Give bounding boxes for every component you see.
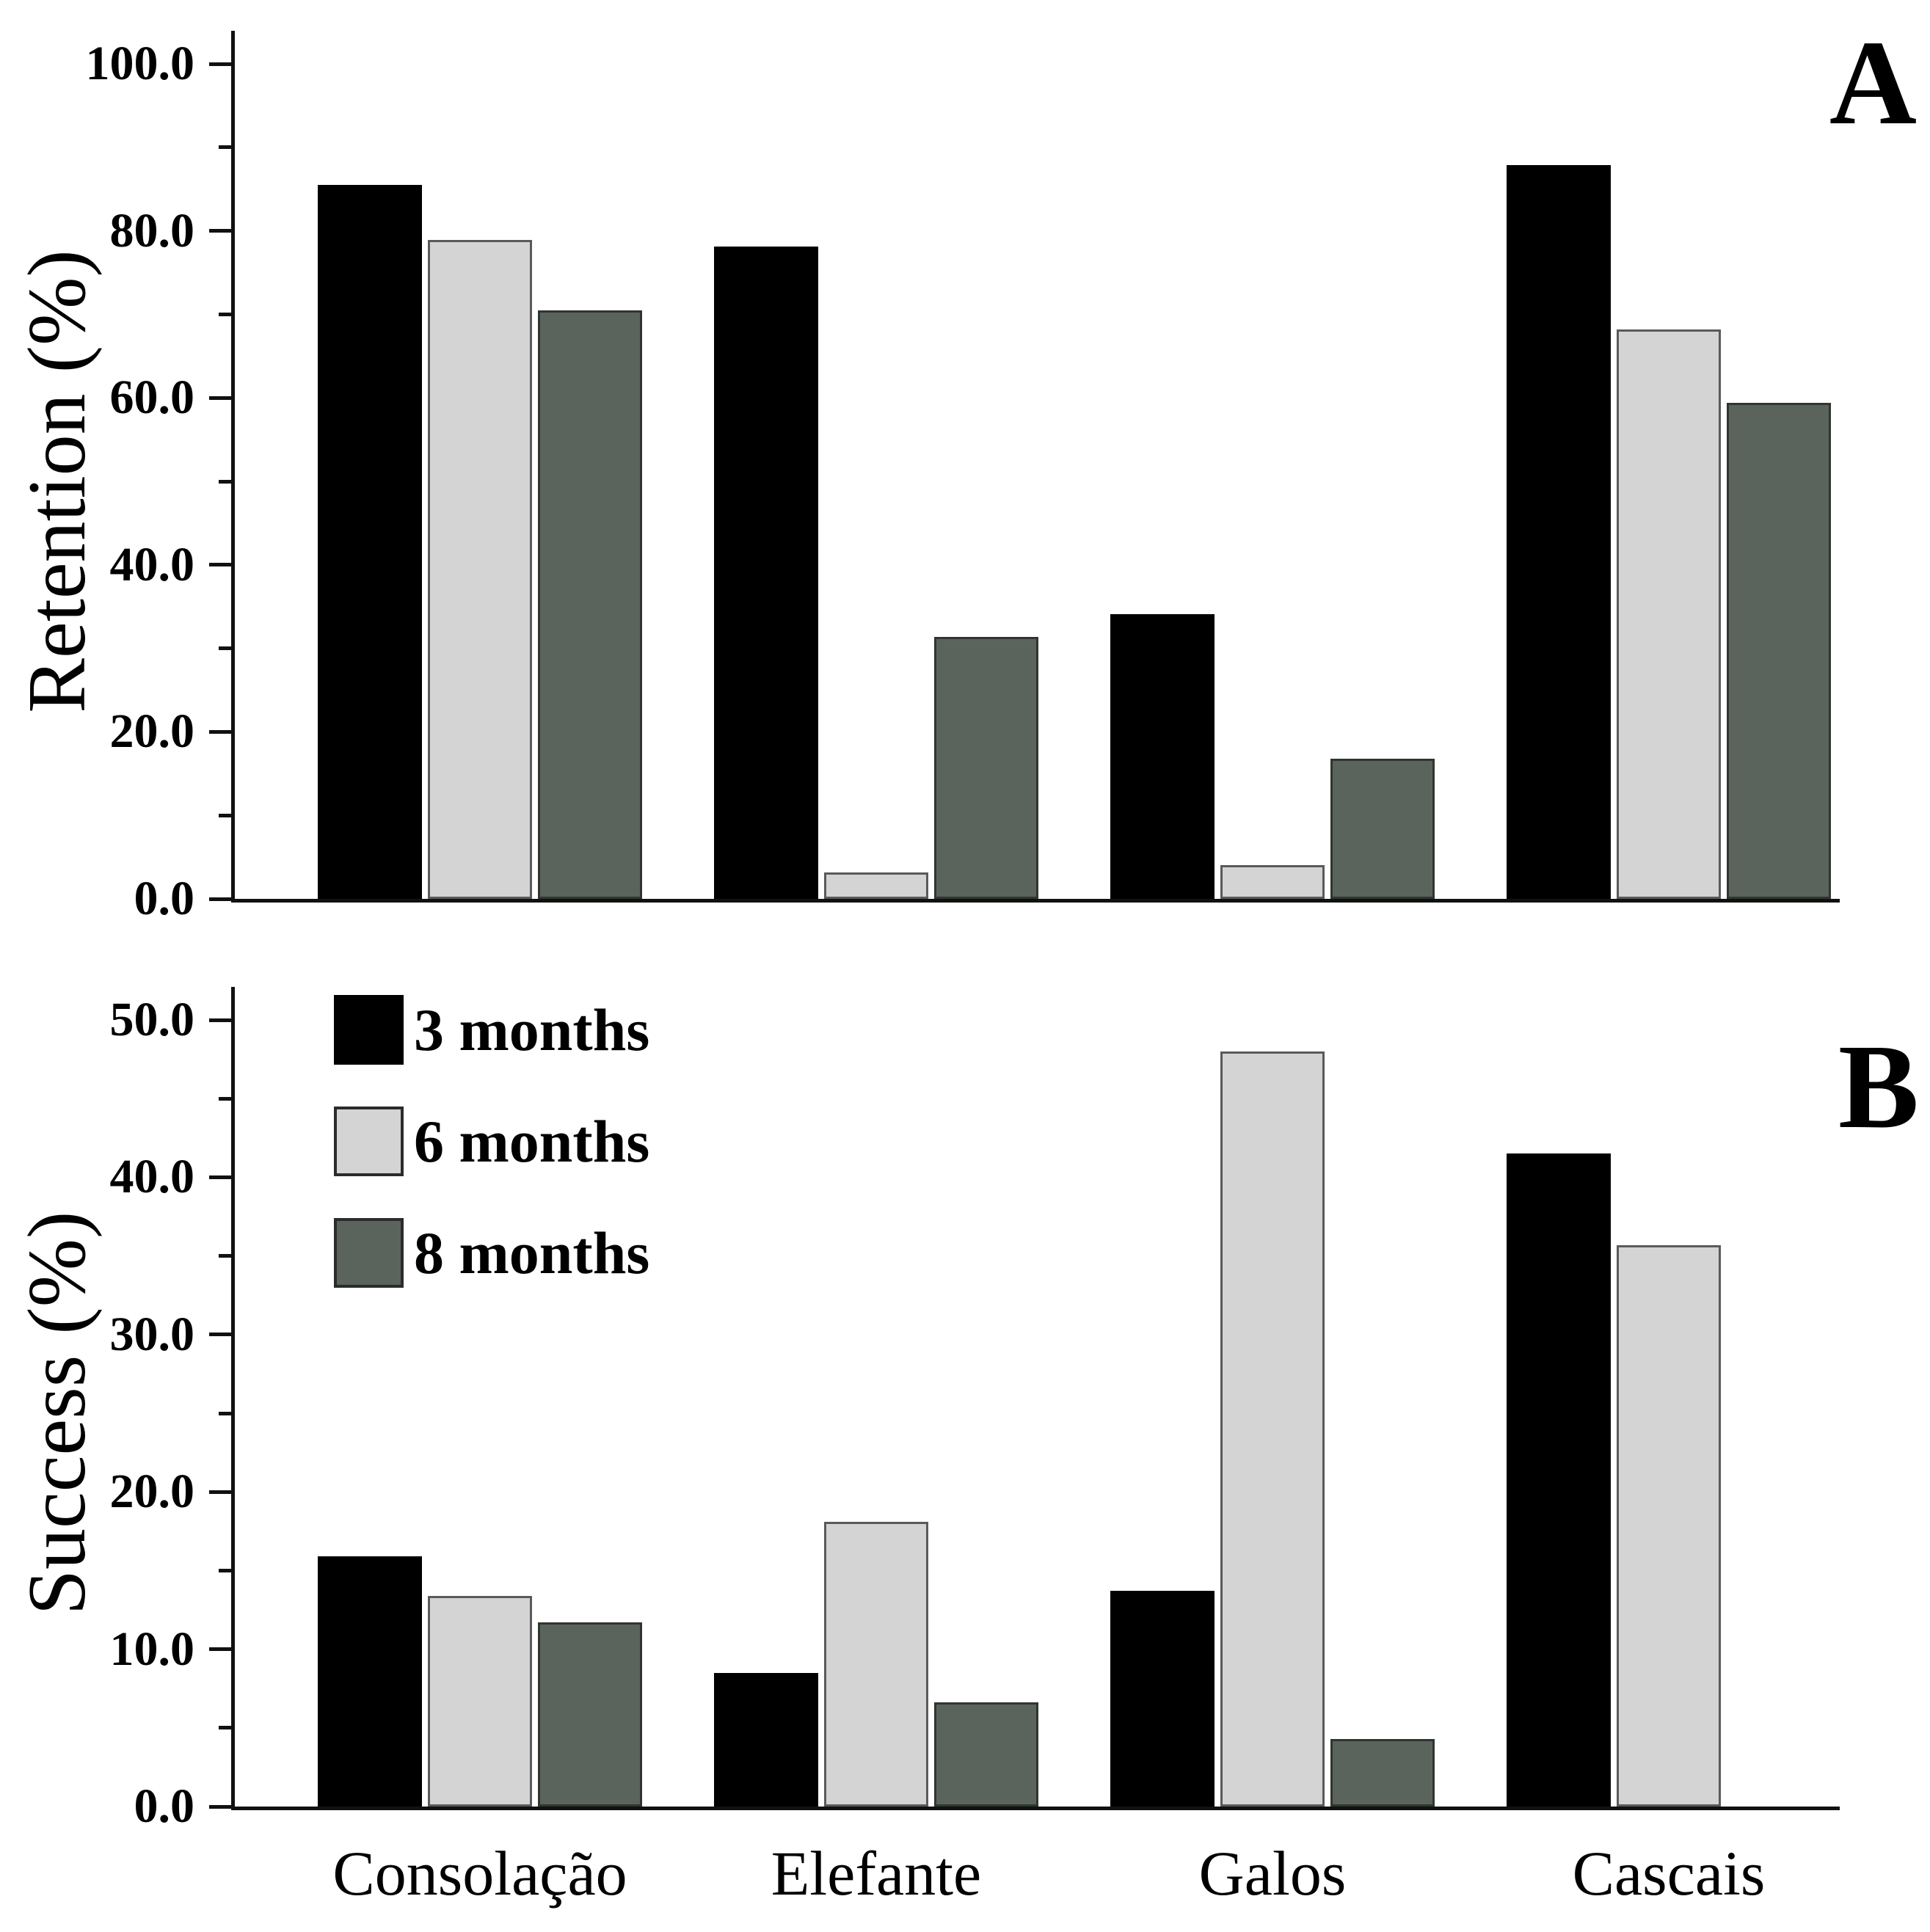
bar-8-months-1 (934, 1702, 1038, 1807)
bar-6-months-1 (824, 872, 928, 899)
y-tick-major (209, 396, 231, 400)
legend-row-8-months: 8 months (334, 1218, 649, 1288)
bar-3-months-3 (1507, 1153, 1611, 1807)
y-tick-label: 40.0 (109, 538, 195, 591)
bar-8-months-3 (1727, 403, 1831, 899)
x-label-consolacao: Consolação (332, 1838, 627, 1909)
x-label-galos: Galos (1198, 1838, 1347, 1909)
y-tick-label: 60.0 (109, 371, 195, 424)
y-tick-label: 100.0 (85, 37, 195, 90)
bar-3-months-0 (318, 1556, 422, 1807)
x-label-cascais: Cascais (1572, 1838, 1766, 1909)
y-tick-label: 80.0 (109, 204, 195, 258)
y-tick-minor (219, 145, 231, 149)
legend-swatch-3-months-icon (334, 995, 404, 1065)
bar-3-months-0 (318, 185, 422, 899)
legend-label-3-months: 3 months (414, 996, 650, 1063)
y-axis-line (231, 987, 235, 1810)
y-tick-major (209, 563, 231, 566)
y-axis-title-success: Success (%) (12, 1211, 103, 1616)
y-tick-minor (219, 1412, 231, 1415)
y-tick-minor (219, 313, 231, 316)
bar-6-months-3 (1617, 329, 1721, 899)
bar-8-months-0 (538, 310, 642, 899)
y-tick-major (209, 62, 231, 66)
bar-6-months-1 (824, 1522, 928, 1807)
legend-row-3-months: 3 months (334, 995, 649, 1065)
y-tick-minor (219, 1569, 231, 1572)
bar-8-months-1 (934, 637, 1038, 899)
bar-6-months-2 (1220, 865, 1325, 899)
legend-row-6-months: 6 months (334, 1107, 649, 1176)
panel-label-b: B (1838, 1019, 1919, 1153)
bar-6-months-0 (428, 1596, 532, 1807)
panel-label-a: A (1829, 15, 1917, 150)
y-tick-label: 30.0 (109, 1308, 195, 1361)
y-tick-minor (219, 646, 231, 650)
bar-8-months-2 (1330, 759, 1435, 899)
y-tick-label: 50.0 (109, 993, 195, 1046)
y-tick-minor (219, 1254, 231, 1258)
legend-swatch-8-months-icon (334, 1218, 404, 1288)
y-tick-major (209, 1647, 231, 1651)
y-tick-major (209, 730, 231, 734)
bar-8-months-2 (1330, 1739, 1435, 1807)
y-tick-major (209, 1333, 231, 1336)
y-tick-minor (219, 1097, 231, 1101)
y-tick-major (209, 1805, 231, 1809)
y-tick-label: 40.0 (109, 1150, 195, 1203)
y-tick-minor (219, 1726, 231, 1729)
y-tick-minor (219, 480, 231, 484)
y-tick-major (209, 1490, 231, 1494)
bar-6-months-3 (1617, 1245, 1721, 1807)
y-tick-label: 20.0 (109, 1465, 195, 1518)
legend-label-6-months: 6 months (414, 1107, 650, 1175)
y-tick-minor (219, 814, 231, 817)
x-label-elefante: Elefante (771, 1838, 982, 1909)
y-tick-major (209, 897, 231, 901)
bar-6-months-0 (428, 240, 532, 899)
y-axis-line (231, 31, 235, 903)
y-tick-major (209, 1175, 231, 1179)
y-tick-label: 0.0 (134, 872, 195, 925)
x-axis-line (231, 1807, 1840, 1810)
bar-8-months-0 (538, 1622, 642, 1807)
y-tick-major (209, 1018, 231, 1022)
bar-3-months-2 (1110, 614, 1215, 899)
bar-3-months-2 (1110, 1591, 1215, 1807)
bar-3-months-3 (1507, 165, 1611, 899)
legend: 3 months 6 months 8 months (334, 995, 649, 1330)
bar-3-months-1 (714, 1673, 818, 1807)
legend-swatch-6-months-icon (334, 1107, 404, 1176)
y-tick-label: 10.0 (109, 1622, 195, 1676)
y-tick-label: 0.0 (134, 1779, 195, 1833)
y-tick-major (209, 229, 231, 233)
bar-3-months-1 (714, 247, 818, 899)
y-tick-label: 20.0 (109, 704, 195, 758)
bar-6-months-2 (1220, 1051, 1325, 1807)
x-axis-line (231, 899, 1840, 903)
legend-label-8-months: 8 months (414, 1219, 650, 1286)
